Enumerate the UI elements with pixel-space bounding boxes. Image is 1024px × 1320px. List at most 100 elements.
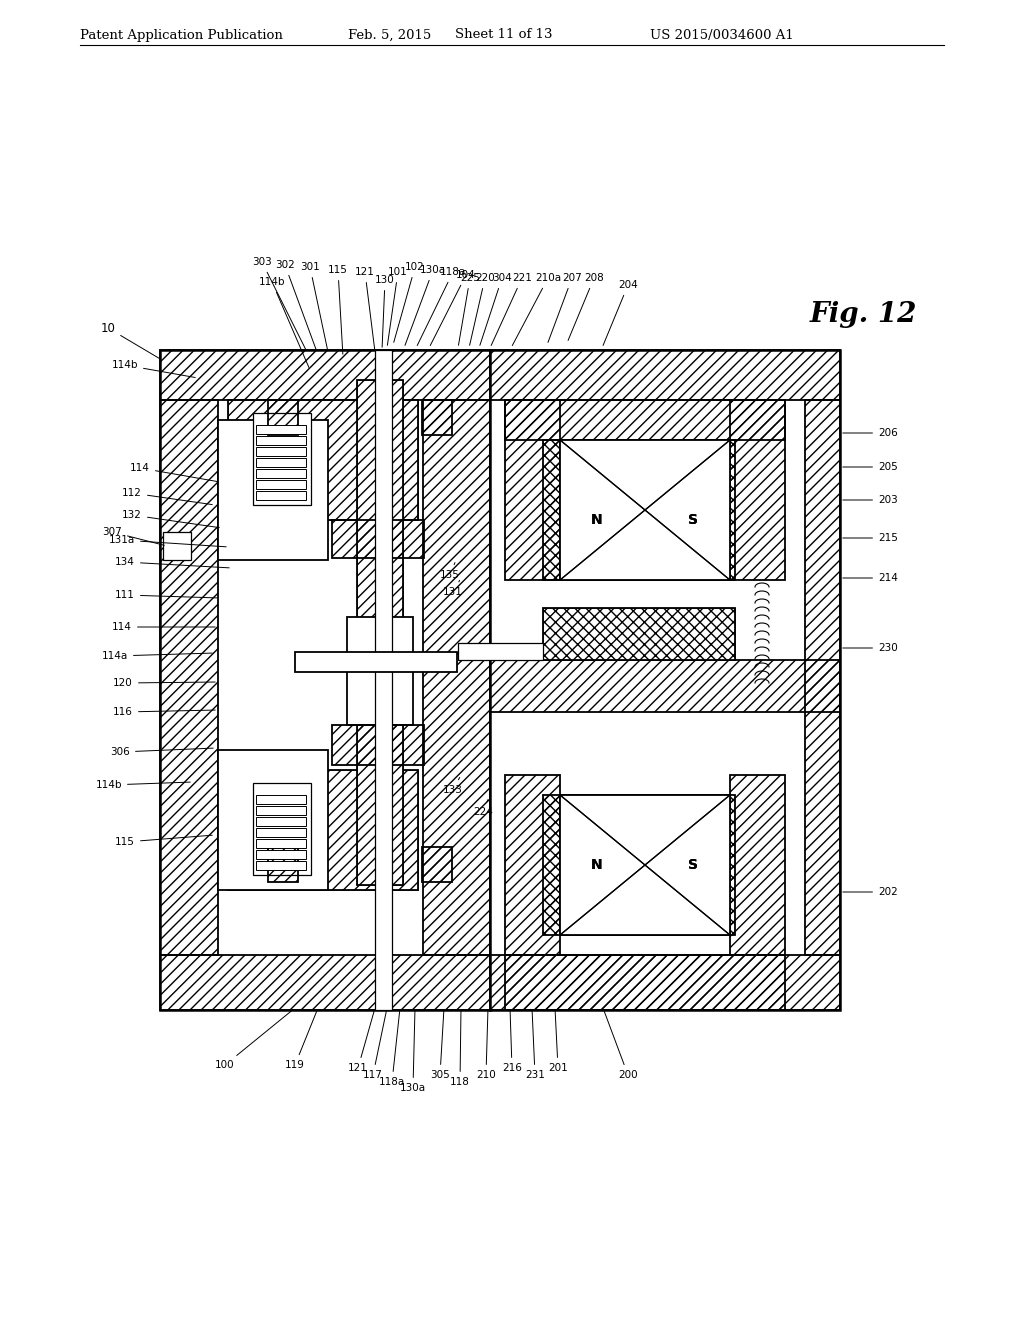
Bar bbox=[490, 954, 840, 1010]
Text: 230: 230 bbox=[843, 643, 898, 653]
Bar bbox=[422, 400, 452, 436]
Text: 220: 220 bbox=[470, 273, 495, 346]
Bar bbox=[268, 847, 298, 882]
Text: 202: 202 bbox=[843, 887, 898, 898]
Bar bbox=[458, 643, 543, 660]
Text: 112: 112 bbox=[122, 488, 212, 504]
Text: 114b: 114b bbox=[95, 780, 190, 789]
Bar bbox=[228, 400, 418, 520]
Bar bbox=[332, 520, 424, 558]
Text: 200: 200 bbox=[604, 1011, 638, 1080]
Text: 135: 135 bbox=[440, 562, 460, 579]
Text: 116: 116 bbox=[113, 708, 215, 717]
Text: N: N bbox=[591, 858, 603, 873]
Text: 207: 207 bbox=[548, 273, 582, 342]
Bar bbox=[560, 440, 730, 579]
Bar bbox=[375, 350, 392, 1010]
Text: Patent Application Publication: Patent Application Publication bbox=[80, 29, 283, 41]
Text: Feb. 5, 2015: Feb. 5, 2015 bbox=[348, 29, 431, 41]
Text: 204: 204 bbox=[603, 280, 638, 346]
Bar bbox=[505, 954, 785, 1010]
Text: 205: 205 bbox=[843, 462, 898, 473]
Bar bbox=[253, 413, 311, 506]
Text: 206: 206 bbox=[843, 428, 898, 438]
Text: 104: 104 bbox=[430, 271, 476, 346]
Text: 131a: 131a bbox=[109, 535, 226, 546]
Bar bbox=[160, 400, 218, 954]
Text: 210: 210 bbox=[476, 1011, 496, 1080]
Text: 304: 304 bbox=[480, 273, 512, 346]
Text: 301: 301 bbox=[300, 261, 328, 350]
Bar bbox=[256, 436, 306, 445]
Text: 111: 111 bbox=[115, 590, 217, 601]
Text: N: N bbox=[591, 513, 603, 527]
Bar bbox=[256, 491, 306, 500]
Bar bbox=[490, 660, 840, 711]
Text: 100: 100 bbox=[215, 1010, 293, 1071]
Bar bbox=[256, 458, 306, 467]
Text: 115: 115 bbox=[115, 836, 212, 847]
Bar bbox=[357, 380, 403, 884]
Text: 102: 102 bbox=[394, 261, 425, 342]
Bar bbox=[560, 795, 730, 935]
Bar bbox=[730, 775, 785, 954]
Text: 119: 119 bbox=[285, 1011, 317, 1071]
Text: 132: 132 bbox=[122, 510, 219, 528]
Bar bbox=[228, 400, 418, 520]
Text: N: N bbox=[591, 858, 603, 873]
Bar bbox=[560, 795, 730, 935]
Bar bbox=[423, 400, 490, 954]
Bar bbox=[256, 840, 306, 847]
Text: 231: 231 bbox=[525, 1011, 545, 1080]
Bar bbox=[228, 770, 418, 890]
Text: 201: 201 bbox=[548, 1011, 568, 1073]
Text: 305: 305 bbox=[430, 1011, 450, 1080]
Text: N: N bbox=[591, 513, 603, 527]
Text: 118a: 118a bbox=[379, 1011, 406, 1086]
Text: S: S bbox=[688, 858, 698, 873]
Bar bbox=[256, 480, 306, 488]
Text: 120: 120 bbox=[114, 678, 215, 688]
Bar bbox=[560, 440, 730, 579]
Bar bbox=[805, 400, 840, 954]
Bar bbox=[256, 850, 306, 859]
Bar bbox=[160, 350, 490, 1010]
Text: 133: 133 bbox=[443, 777, 463, 795]
Text: 130a: 130a bbox=[400, 1011, 426, 1093]
Text: 224: 224 bbox=[473, 800, 493, 817]
Text: 221: 221 bbox=[492, 273, 531, 346]
Text: 114b: 114b bbox=[259, 277, 309, 367]
Bar bbox=[543, 795, 735, 935]
Text: 114: 114 bbox=[130, 463, 217, 482]
Bar bbox=[256, 447, 306, 455]
Bar bbox=[256, 817, 306, 826]
Bar bbox=[505, 775, 560, 954]
Bar bbox=[490, 350, 840, 1010]
Bar bbox=[543, 440, 735, 579]
Text: S: S bbox=[688, 858, 698, 873]
Text: 130: 130 bbox=[375, 275, 395, 347]
Text: 130a: 130a bbox=[404, 265, 446, 346]
Text: 101: 101 bbox=[387, 267, 408, 346]
Text: 121: 121 bbox=[348, 1011, 374, 1073]
Bar bbox=[256, 795, 306, 804]
Bar bbox=[163, 532, 191, 560]
Bar bbox=[256, 469, 306, 478]
Text: S: S bbox=[688, 513, 698, 527]
Bar bbox=[347, 616, 413, 725]
Text: 10: 10 bbox=[100, 322, 160, 359]
Text: 203: 203 bbox=[843, 495, 898, 506]
Text: 118: 118 bbox=[451, 1011, 470, 1086]
Bar bbox=[543, 609, 735, 660]
Text: 210a: 210a bbox=[512, 273, 561, 346]
Text: S: S bbox=[688, 513, 698, 527]
Bar bbox=[422, 847, 452, 882]
Text: Sheet 11 of 13: Sheet 11 of 13 bbox=[455, 29, 553, 41]
Bar bbox=[332, 725, 424, 766]
Bar bbox=[543, 609, 735, 660]
Text: Fig. 12: Fig. 12 bbox=[810, 301, 918, 329]
Bar bbox=[295, 652, 457, 672]
Text: 114b: 114b bbox=[112, 360, 196, 378]
Text: 121: 121 bbox=[355, 267, 375, 350]
Bar bbox=[256, 425, 306, 434]
